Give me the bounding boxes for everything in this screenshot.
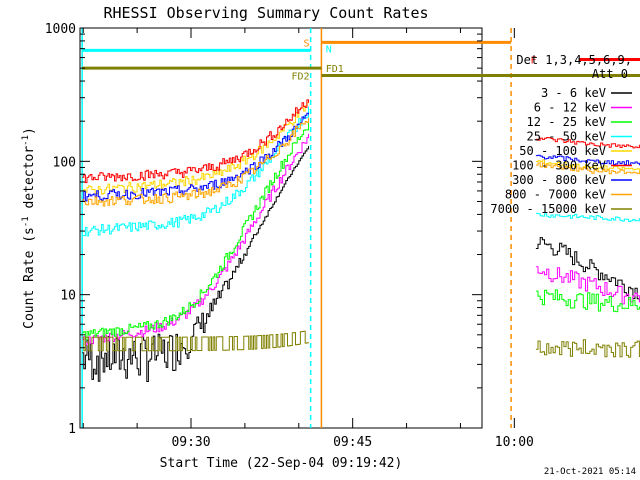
series-2-pre bbox=[82, 121, 309, 341]
legend-label-3: 25 - 50 keV bbox=[527, 130, 606, 144]
x-axis-label: Start Time (22-Sep-04 09:19:42) bbox=[160, 456, 403, 471]
flag-label-3: FD1 bbox=[326, 64, 344, 75]
chart-title: RHESSI Observing Summary Count Rates bbox=[103, 4, 428, 22]
plot-area bbox=[79, 27, 483, 429]
x-tick-label-2: 10:00 bbox=[495, 435, 534, 450]
flag-label-4: FD2 bbox=[291, 72, 309, 83]
y-tick-label-0: 1 bbox=[68, 422, 76, 437]
flag-label-1: S bbox=[304, 38, 310, 49]
legend-label-4: 50 - 100 keV bbox=[519, 144, 606, 158]
series-2-post bbox=[535, 289, 640, 313]
y-tick-label-3: 1000 bbox=[45, 22, 76, 37]
y-axis-ticks: 1 10 100 1000 bbox=[45, 22, 482, 437]
legend-label-8: 7000 - 15000 keV bbox=[490, 202, 606, 216]
timestamp: 21-Oct-2021 05:14 bbox=[544, 467, 636, 477]
y-axis-label-sup1: -1 bbox=[21, 216, 31, 227]
flag-bars: S N FD1 FD2 F bbox=[82, 38, 640, 83]
series-8-post bbox=[535, 339, 640, 358]
y-axis-label-main: Count Rate (s bbox=[22, 227, 37, 329]
x-tick-label-0: 09:30 bbox=[171, 435, 210, 450]
series-0-post bbox=[535, 237, 640, 301]
y-tick-label-2: 100 bbox=[53, 155, 76, 170]
y-axis-label-mid: detector bbox=[22, 146, 37, 217]
series-0-pre bbox=[82, 146, 309, 382]
legend-label-2: 12 - 25 keV bbox=[527, 115, 606, 129]
legend-header-1: Det 1,3,4,5,6,9, bbox=[516, 53, 632, 67]
series-4-pre bbox=[82, 101, 309, 195]
legend-label-6: 300 - 800 keV bbox=[512, 173, 606, 187]
flag-label-5: F bbox=[530, 56, 536, 67]
legend-label-7: 800 - 7000 keV bbox=[505, 188, 606, 202]
series-8-pre bbox=[82, 330, 309, 352]
legend-label-0: 3 - 6 keV bbox=[541, 86, 606, 100]
y-axis-label-sup2: -1 bbox=[21, 135, 31, 146]
legend-label-5: 100 - 300 keV bbox=[512, 159, 606, 173]
legend-header-2: Att 0 bbox=[592, 67, 628, 81]
series-7-pre bbox=[82, 117, 309, 207]
y-tick-label-1: 10 bbox=[60, 289, 76, 304]
vertical-markers bbox=[81, 28, 512, 428]
y-axis-label-end: ) bbox=[22, 127, 37, 135]
y-axis-label: Count Rate (s-1 detector-1) bbox=[21, 127, 37, 329]
flag-label-2: N bbox=[326, 45, 332, 56]
series-lines bbox=[82, 99, 640, 382]
series-3-post bbox=[535, 212, 640, 222]
series-5-pre bbox=[82, 99, 309, 184]
series-1-pre bbox=[82, 133, 309, 346]
legend-label-1: 6 - 12 keV bbox=[534, 101, 606, 115]
x-tick-label-1: 09:45 bbox=[333, 435, 372, 450]
